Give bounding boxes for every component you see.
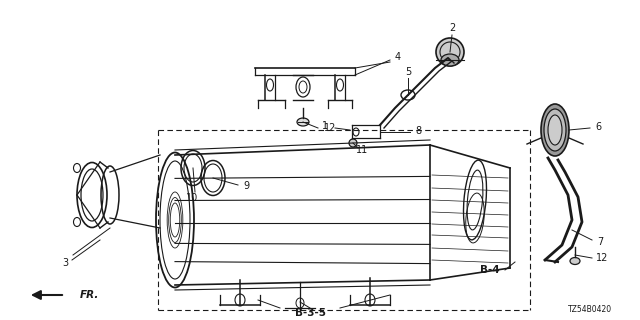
Ellipse shape	[436, 38, 464, 66]
Text: 10: 10	[186, 193, 198, 203]
Text: 7: 7	[597, 237, 603, 247]
Ellipse shape	[349, 139, 357, 147]
Text: 11: 11	[356, 145, 368, 155]
Ellipse shape	[544, 109, 566, 151]
Text: 2: 2	[449, 23, 455, 33]
Ellipse shape	[541, 104, 569, 156]
Text: B-4: B-4	[480, 265, 500, 275]
Text: 12: 12	[596, 253, 608, 263]
Text: 8: 8	[415, 126, 421, 136]
Ellipse shape	[548, 115, 562, 145]
Text: 12: 12	[324, 123, 336, 133]
Text: 4: 4	[395, 52, 401, 62]
Text: B-3-5: B-3-5	[294, 308, 326, 318]
Text: 3: 3	[62, 258, 68, 268]
Text: 6: 6	[595, 122, 601, 132]
Text: FR.: FR.	[80, 290, 99, 300]
Text: 1: 1	[322, 121, 328, 131]
Ellipse shape	[297, 118, 309, 126]
Ellipse shape	[441, 54, 459, 66]
Ellipse shape	[570, 258, 580, 265]
Text: TZ54B0420: TZ54B0420	[568, 306, 612, 315]
Text: 5: 5	[405, 67, 411, 77]
Text: 9: 9	[243, 181, 249, 191]
